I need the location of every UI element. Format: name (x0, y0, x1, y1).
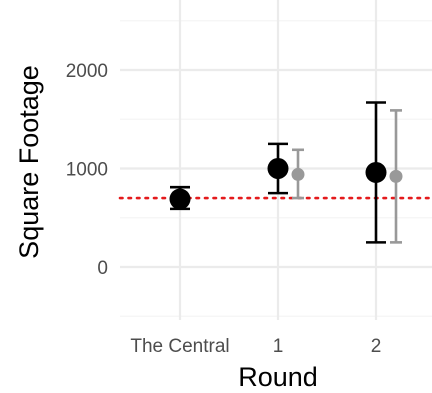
data-point-group (267, 142, 289, 195)
y-tick-label: 1000 (66, 160, 108, 181)
y-axis-title: Square Footage (14, 65, 44, 259)
data-point-group (169, 185, 191, 211)
y-tick-label: 0 (97, 258, 108, 279)
x-tick-label: 1 (273, 336, 284, 357)
x-tick-label: The Central (130, 336, 229, 357)
y-tick-label: 2000 (66, 61, 108, 82)
x-axis-title: Round (238, 362, 318, 392)
data-point (267, 158, 289, 179)
y-tick-labels: 0 1000 2000 (66, 61, 108, 279)
data-point-group (291, 148, 305, 200)
data-point-group (389, 109, 403, 244)
data-point (291, 167, 305, 181)
x-tick-labels: The Central 1 2 (130, 336, 381, 357)
data-point-group (365, 101, 387, 244)
series-group (169, 101, 403, 244)
data-point (169, 188, 191, 210)
x-tick-label: 2 (371, 336, 382, 357)
data-point (389, 169, 403, 183)
data-point (365, 161, 387, 183)
